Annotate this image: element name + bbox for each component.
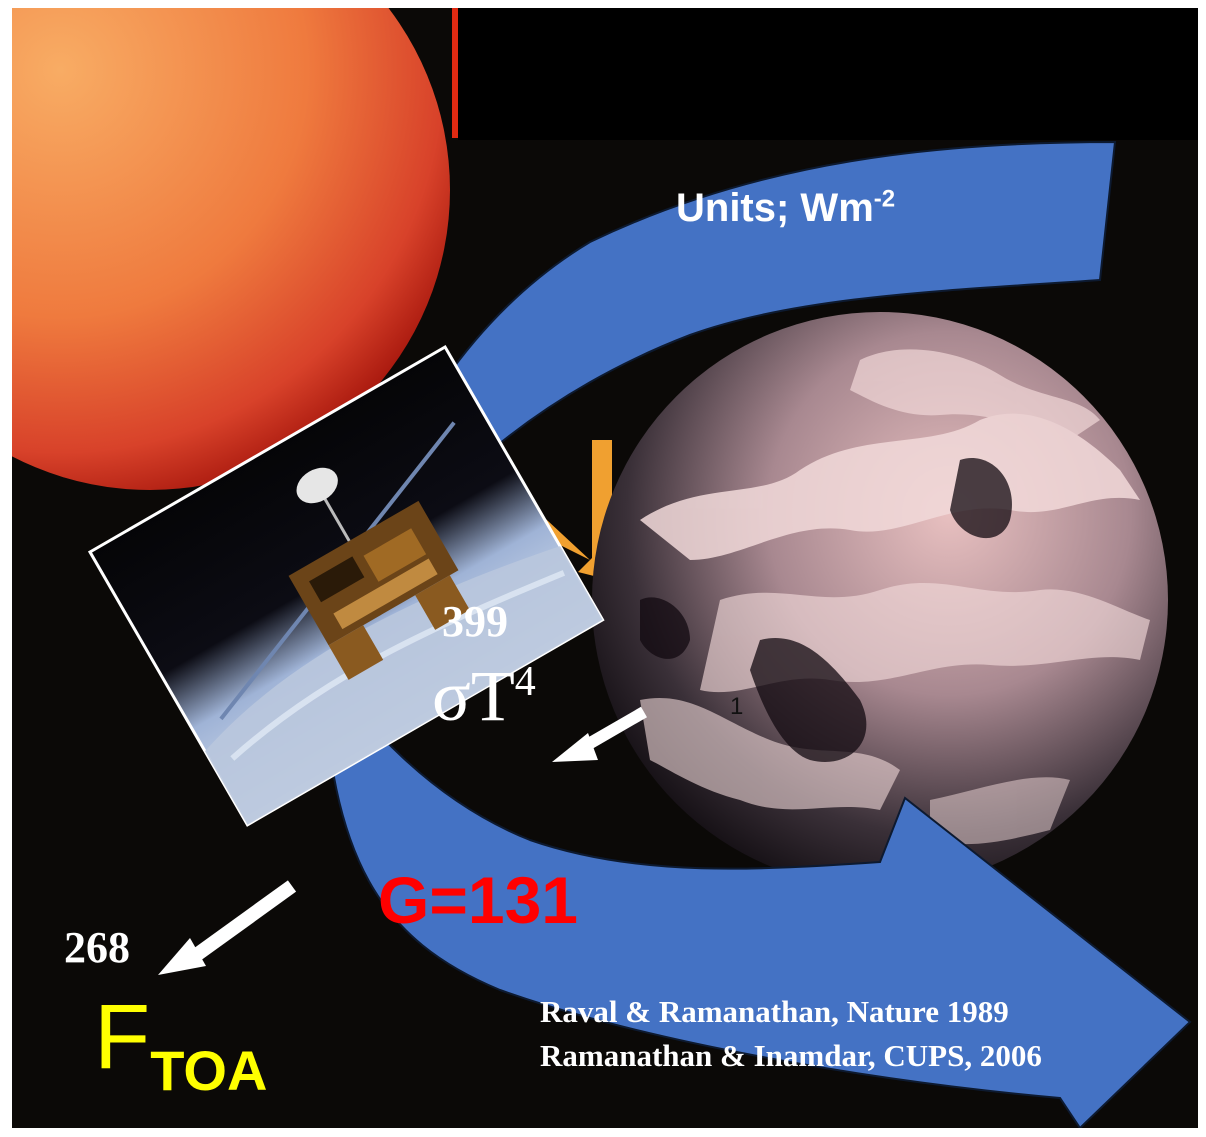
earth-image [592,312,1168,888]
reference-1: Raval & Ramanathan, Nature 1989 [540,994,1009,1029]
surface-value: 399 [442,597,508,646]
greenhouse-label: G=131 [378,863,578,937]
references: Raval & Ramanathan, Nature 1989 Ramanath… [540,990,1042,1078]
reference-2: Ramanathan & Inamdar, CUPS, 2006 [540,1038,1042,1073]
sigma-t4-label: σT4 [432,656,536,736]
small-mark: 1 [730,693,744,720]
ftoa-label: FTOA [94,986,268,1102]
units-label: Units; Wm-2 [676,185,896,230]
white-arrow-icon [552,706,648,762]
toa-value: 268 [64,923,130,972]
black-panel [458,8,1198,140]
white-arrow-icon [158,880,297,975]
satellite-image [87,344,605,827]
upper-blue-arrow [329,140,1117,649]
sun-image [12,8,458,490]
lower-blue-arrow [320,656,1192,1128]
